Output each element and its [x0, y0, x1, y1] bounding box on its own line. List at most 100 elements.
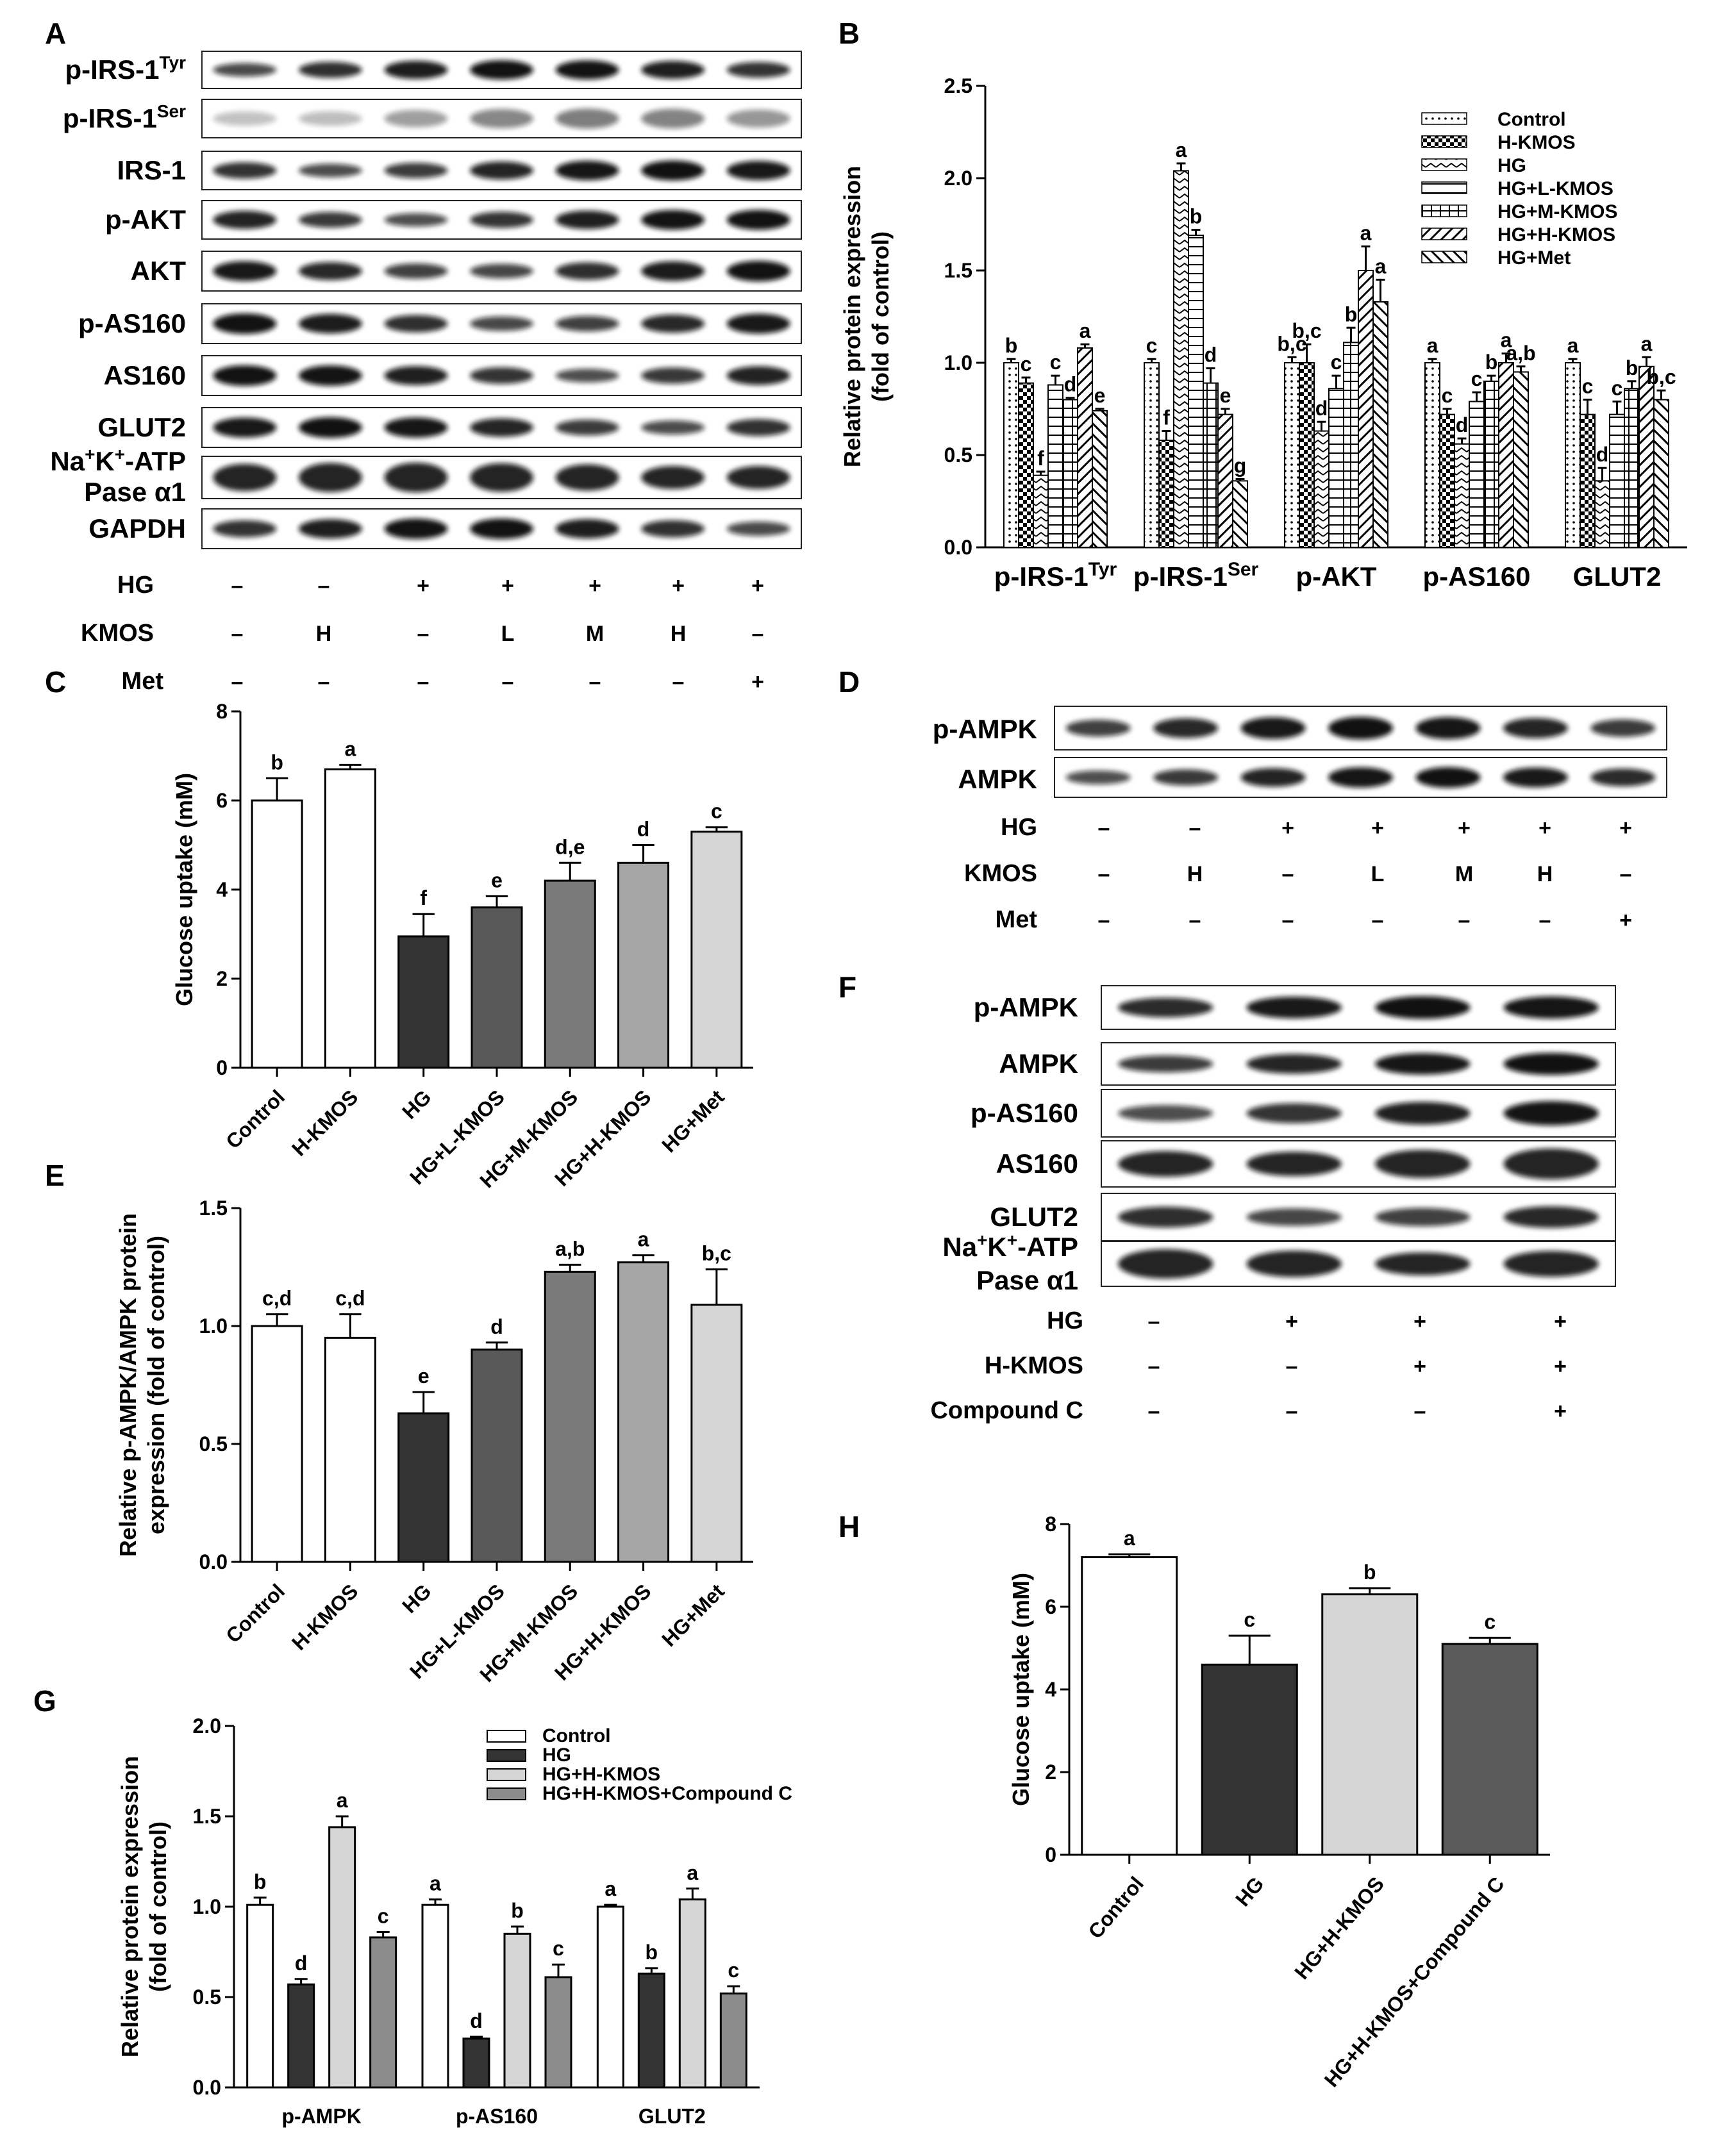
blot-band [1240, 717, 1306, 740]
legend-label-G: HG+H-KMOS [542, 1764, 660, 1785]
legend-swatch-B [1421, 112, 1467, 125]
blot-band [726, 210, 790, 230]
treatment-symbol-a: + [417, 574, 429, 598]
blot-band [1590, 719, 1656, 737]
treatment-symbol-f: – [1414, 1399, 1426, 1423]
treatment-symbol-a: + [751, 670, 764, 694]
blot-band [384, 162, 448, 179]
sig-letter-E: c,d [262, 1287, 292, 1310]
blot-label-f-5: GLUT2 [990, 1202, 1078, 1232]
blot-band [726, 466, 790, 489]
blot-label-a-9: Na+K+-ATP [50, 444, 186, 476]
bar-H-1 [1081, 1556, 1178, 1856]
legend-label-B: HG [1497, 155, 1526, 176]
panel-label-f: F [838, 970, 856, 1004]
blot-label-a-1: p-IRS-1Tyr [65, 53, 187, 85]
treatment-symbol-f: + [1554, 1354, 1567, 1379]
blot-band [298, 365, 362, 386]
sig-letter-G: d [470, 2009, 483, 2032]
legend-label-G: Control [542, 1725, 611, 1746]
bar-B-4-7 [1513, 371, 1529, 549]
blot-band [726, 419, 790, 436]
bar-B-2-2 [1158, 439, 1174, 549]
bar-C-3 [397, 935, 450, 1069]
legend-label-B: H-KMOS [1497, 132, 1576, 153]
blot-band [641, 420, 705, 435]
sig-letter-H: c [1484, 1610, 1496, 1633]
blot-band [384, 60, 448, 79]
blot-band [1375, 1102, 1471, 1125]
blot-band [555, 262, 619, 280]
blot-f-2 [1101, 1042, 1616, 1086]
treatment-symbol-d: – [1282, 862, 1294, 886]
panel-label-c: C [45, 665, 66, 699]
blot-band [298, 211, 362, 228]
treatment-symbol-a: – [231, 670, 244, 694]
y-tick-label-H: 2 [1045, 1761, 1056, 1784]
blot-band [1503, 1101, 1599, 1125]
blot-band [470, 367, 533, 384]
blot-f-5 [1101, 1193, 1616, 1241]
x-tick-label-B: p-AS160 [1422, 561, 1530, 592]
y-tick-label-B: 1.0 [944, 351, 972, 374]
bar-B-5-1 [1565, 362, 1581, 548]
bar-G-2-3 [503, 1932, 531, 2089]
bar-H-3 [1321, 1593, 1419, 1856]
blot-d-1 [1054, 706, 1667, 750]
blot-label-a-6: p-AS160 [78, 308, 186, 338]
legend-swatch-B [1421, 181, 1467, 194]
bar-G-3-1 [596, 1905, 624, 2089]
treatment-symbol-a: – [417, 622, 429, 646]
panel-label-e: E [45, 1159, 65, 1192]
sig-letter-B: a [1641, 332, 1653, 355]
y-tick-label-C: 4 [216, 878, 228, 901]
sig-letter-B: b [1485, 351, 1498, 374]
panel-h: H 0 2 4 6 8 Glucose uptake (mM) a Control c HG b HG… [838, 1510, 1550, 2091]
bar-E-2 [324, 1336, 376, 1563]
blot-stack-d: p-AMPK AMPK [933, 706, 1667, 798]
y-axis-label-E: Relative p-AMPK/AMPK proteinexpression (… [115, 1213, 169, 1557]
bar-H-2 [1201, 1663, 1298, 1856]
sig-letter-B: c [1050, 351, 1062, 374]
blot-band [213, 463, 277, 492]
sig-letter-B: b,c [1292, 319, 1321, 342]
sig-letter-B: c [1331, 351, 1342, 374]
blot-band [1415, 767, 1481, 788]
treatment-symbol-f: – [1286, 1399, 1298, 1423]
blot-band [298, 417, 362, 438]
sig-letter-B: d [1315, 397, 1328, 420]
sig-letter-G: b [511, 1899, 524, 1922]
bar-B-2-6 [1217, 413, 1233, 549]
blot-band [1246, 1054, 1342, 1074]
sig-letter-B: c [1582, 375, 1594, 398]
sig-letter-B: c [1021, 352, 1032, 376]
blot-band [1415, 717, 1481, 740]
sig-letter-G: a [687, 1861, 698, 1884]
sig-letter-G: b [646, 1941, 658, 1964]
blot-band [1375, 1150, 1471, 1178]
bar-B-5-6 [1638, 365, 1655, 548]
blot-a-9 [201, 456, 802, 499]
sig-letter-B: a [1360, 222, 1372, 245]
x-tick-label-C: Control [221, 1085, 289, 1153]
bar-E-1 [251, 1325, 303, 1563]
bar-B-5-4 [1609, 413, 1625, 549]
sig-letter-G: b [254, 1870, 267, 1893]
bar-B-3-5 [1343, 342, 1359, 548]
sig-letter-B: a [1080, 319, 1091, 342]
bar-C-1 [251, 799, 303, 1069]
blot-band [213, 210, 277, 229]
bar-G-2-2 [462, 2037, 490, 2089]
sig-letter-E: e [418, 1364, 429, 1388]
treatment-symbol-a: – [231, 574, 244, 598]
treatment-table-d: HG – – + + + + + KMOS – H – L M H – Met – – – – – – + [964, 814, 1632, 933]
bar-B-2-7 [1232, 480, 1248, 549]
blot-band [1503, 767, 1568, 788]
sig-letter-B: a [1567, 334, 1579, 357]
blot-band [1503, 1206, 1599, 1228]
blot-band [1153, 718, 1219, 738]
blot-band [1153, 769, 1219, 786]
bar-H-4 [1441, 1643, 1538, 1856]
blot-band [641, 61, 705, 79]
blot-band [1246, 1208, 1342, 1226]
